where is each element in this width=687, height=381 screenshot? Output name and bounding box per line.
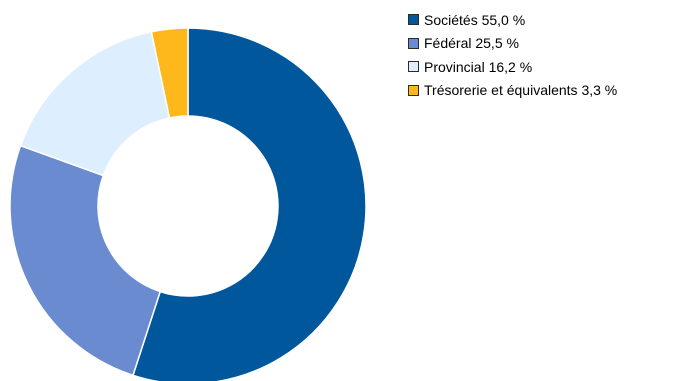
slice-tr-sorerie-et-quivalents (150, 27, 189, 119)
legend-label-provincial: Provincial 16,2 % (424, 58, 533, 75)
chart-legend: Sociétés 55,0 % Fédéral 25,5 % Provincial … (408, 8, 617, 102)
slice-soci-t-s (132, 27, 367, 381)
legend-swatch-tresorerie-et-equivalents (408, 84, 419, 96)
legend-item-federal: Fédéral 25,5 % (408, 32, 617, 56)
slice-f-d-ral (9, 144, 162, 377)
legend-item-provincial: Provincial 16,2 % (408, 55, 617, 79)
donut-slices (9, 27, 367, 381)
legend-label-tresorerie-et-equivalents: Trésorerie et équivalents 3,3 % (424, 82, 618, 99)
legend-item-tresorerie-et-equivalents: Trésorerie et équivalents 3,3 % (408, 79, 617, 103)
legend-swatch-societes (408, 14, 419, 26)
legend-item-societes: Sociétés 55,0 % (408, 8, 617, 32)
legend-swatch-federal (408, 37, 419, 49)
slice-provincial (19, 30, 171, 177)
legend-label-societes: Sociétés 55,0 % (424, 11, 526, 28)
legend-swatch-provincial (408, 61, 419, 73)
legend-label-federal: Fédéral 25,5 % (424, 35, 519, 52)
